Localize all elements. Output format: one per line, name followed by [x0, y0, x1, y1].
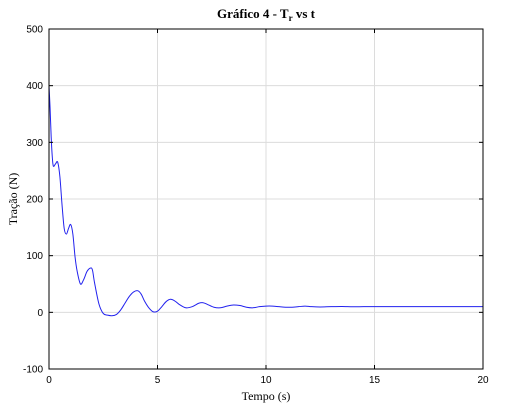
- y-tick-label: 200: [26, 195, 43, 206]
- y-tick-label: 500: [26, 25, 43, 36]
- series-layer: [48, 85, 483, 317]
- x-tick-label: 20: [477, 375, 489, 386]
- x-tick-label: 15: [369, 375, 381, 386]
- x-tick-label: 5: [155, 375, 161, 386]
- x-tick-label: 0: [46, 375, 52, 386]
- x-axis-label: Tempo (s): [242, 389, 291, 403]
- series-line: [48, 85, 483, 317]
- y-tick-label: 100: [26, 251, 43, 262]
- chart-title: Gráfico 4 - Tr vs t: [217, 6, 316, 23]
- y-axis-label: Tração (N): [6, 173, 20, 226]
- x-tick-label: 10: [260, 375, 272, 386]
- y-tick-label: 400: [26, 81, 43, 92]
- grid: [48, 28, 484, 370]
- y-tick-label: 0: [37, 308, 43, 319]
- y-tick-label: -100: [23, 365, 43, 376]
- y-tick-label: 300: [26, 138, 43, 149]
